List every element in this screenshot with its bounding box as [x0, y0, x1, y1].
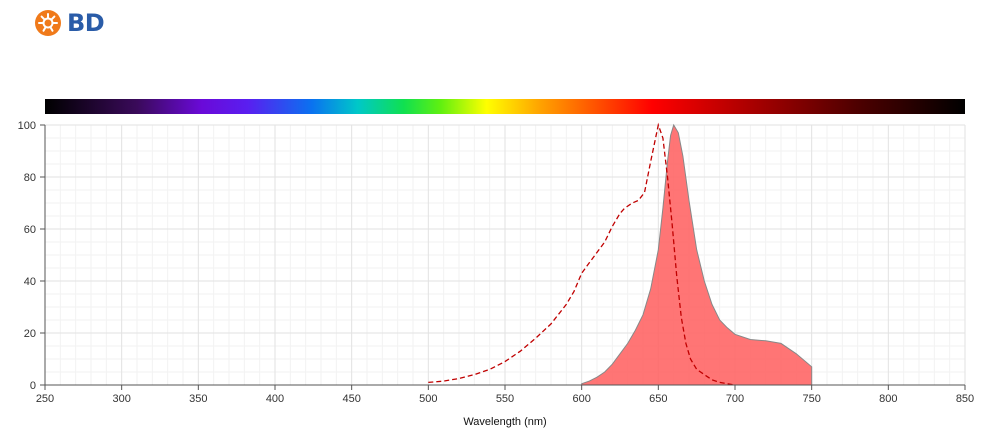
- y-tick-label: 80: [24, 172, 36, 184]
- x-tick-label: 250: [36, 393, 54, 405]
- y-tick-label: 40: [24, 276, 36, 288]
- y-tick-label: 0: [30, 380, 36, 392]
- x-tick-label: 850: [956, 393, 974, 405]
- x-tick-label: 800: [879, 393, 897, 405]
- x-tick-label: 600: [572, 393, 590, 405]
- x-tick-label: 650: [649, 393, 667, 405]
- y-tick-label: 100: [18, 120, 36, 132]
- x-tick-label: 700: [726, 393, 744, 405]
- bd-sunburst-icon: [35, 10, 61, 36]
- bd-logo: BD: [34, 8, 105, 38]
- x-tick-label: 350: [189, 393, 207, 405]
- series-layer: [428, 122, 813, 386]
- x-axis-label: Wavelength (nm): [463, 416, 546, 428]
- x-tick-label: 550: [496, 393, 514, 405]
- x-axis-ticks: 250 300 350 400 450 500 550 600 650 700 750 800 850: [36, 385, 974, 405]
- y-tick-label: 20: [24, 328, 36, 340]
- emission-area: [581, 123, 813, 386]
- x-tick-label: 400: [266, 393, 284, 405]
- y-tick-label: 60: [24, 224, 36, 236]
- y-axis-ticks: 0 20 40 60 80 100: [18, 120, 45, 392]
- x-tick-label: 300: [112, 393, 130, 405]
- excitation-line: [428, 122, 736, 386]
- x-tick-label: 450: [342, 393, 360, 405]
- spectrum-color-bar: [45, 99, 965, 114]
- x-tick-label: 500: [419, 393, 437, 405]
- x-tick-label: 750: [802, 393, 820, 405]
- logo-text: BD: [67, 9, 105, 37]
